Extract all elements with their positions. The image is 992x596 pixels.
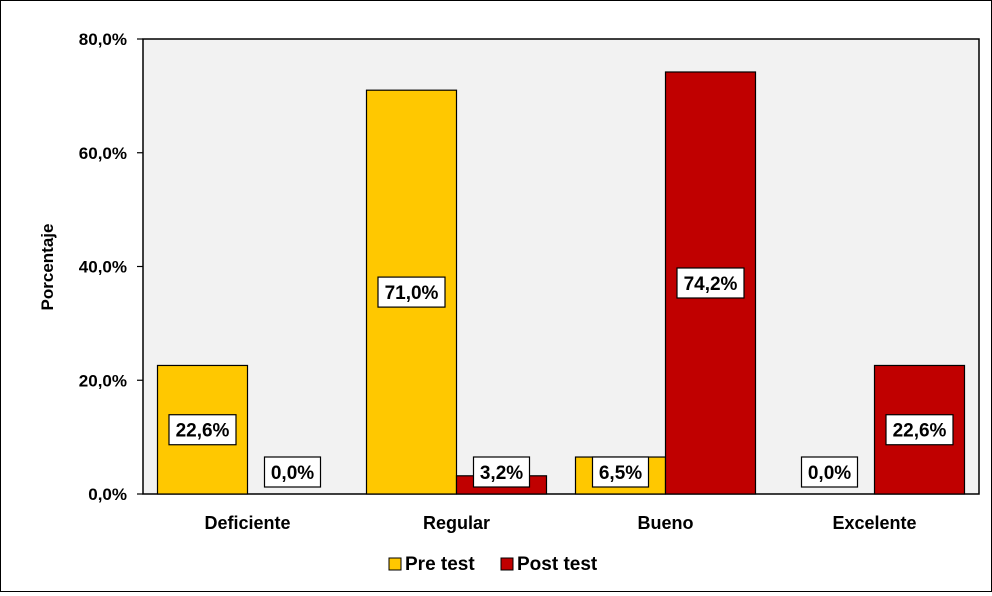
data-label: 3,2%: [472, 456, 531, 488]
x-tick-label: Regular: [423, 513, 490, 533]
data-label-box: [263, 456, 322, 488]
data-label-text: 6,5%: [599, 463, 642, 484]
data-label-box: [676, 267, 745, 299]
x-tick-label: Bueno: [638, 513, 694, 533]
y-tick-label: 0,0%: [88, 485, 127, 504]
legend-swatch: [500, 557, 514, 571]
data-label-text: 22,6%: [176, 421, 230, 442]
legend-label: Pre test: [405, 554, 475, 575]
legend-swatch: [388, 557, 402, 571]
data-label: 71,0%: [377, 276, 446, 308]
y-tick-label: 80,0%: [79, 30, 127, 49]
y-tick-label: 60,0%: [79, 144, 127, 163]
y-axis: 0,0% 20,0% 40,0% 60,0% 80,0%: [79, 30, 143, 504]
data-label-box: [168, 414, 237, 446]
data-label-text: 0,0%: [271, 463, 314, 484]
data-label: 0,0%: [263, 456, 322, 488]
x-axis: Deficiente Regular Bueno Excelente: [204, 513, 916, 533]
data-label-box: [885, 414, 954, 446]
data-label-text: 22,6%: [893, 421, 947, 442]
data-label-text: 74,2%: [684, 274, 738, 295]
x-tick-label: Excelente: [832, 513, 916, 533]
data-label: 74,2%: [676, 267, 745, 299]
bars-layer: 22,6% 0,0% 71,0% 3,2% 6,5% 74,2% 0,0% 22,6%: [156, 71, 966, 495]
data-label-text: 3,2%: [480, 463, 523, 484]
data-label-box: [800, 456, 859, 488]
y-axis-label: Porcentaje: [38, 224, 57, 311]
y-tick-label: 40,0%: [79, 258, 127, 277]
data-label: 22,6%: [168, 414, 237, 446]
plot-area: [142, 38, 980, 495]
data-label-box: [591, 456, 650, 488]
y-tick-label: 20,0%: [79, 371, 127, 390]
data-label-text: 71,0%: [385, 283, 439, 304]
data-label: 6,5%: [591, 456, 650, 488]
data-label: 22,6%: [885, 414, 954, 446]
data-label-box: [377, 276, 446, 308]
x-tick-label: Deficiente: [204, 513, 290, 533]
data-label-text: 0,0%: [808, 463, 851, 484]
legend-label: Post test: [517, 554, 598, 575]
data-label-box: [472, 456, 531, 488]
legend: Pre test Post test: [388, 554, 598, 575]
data-label: 0,0%: [800, 456, 859, 488]
